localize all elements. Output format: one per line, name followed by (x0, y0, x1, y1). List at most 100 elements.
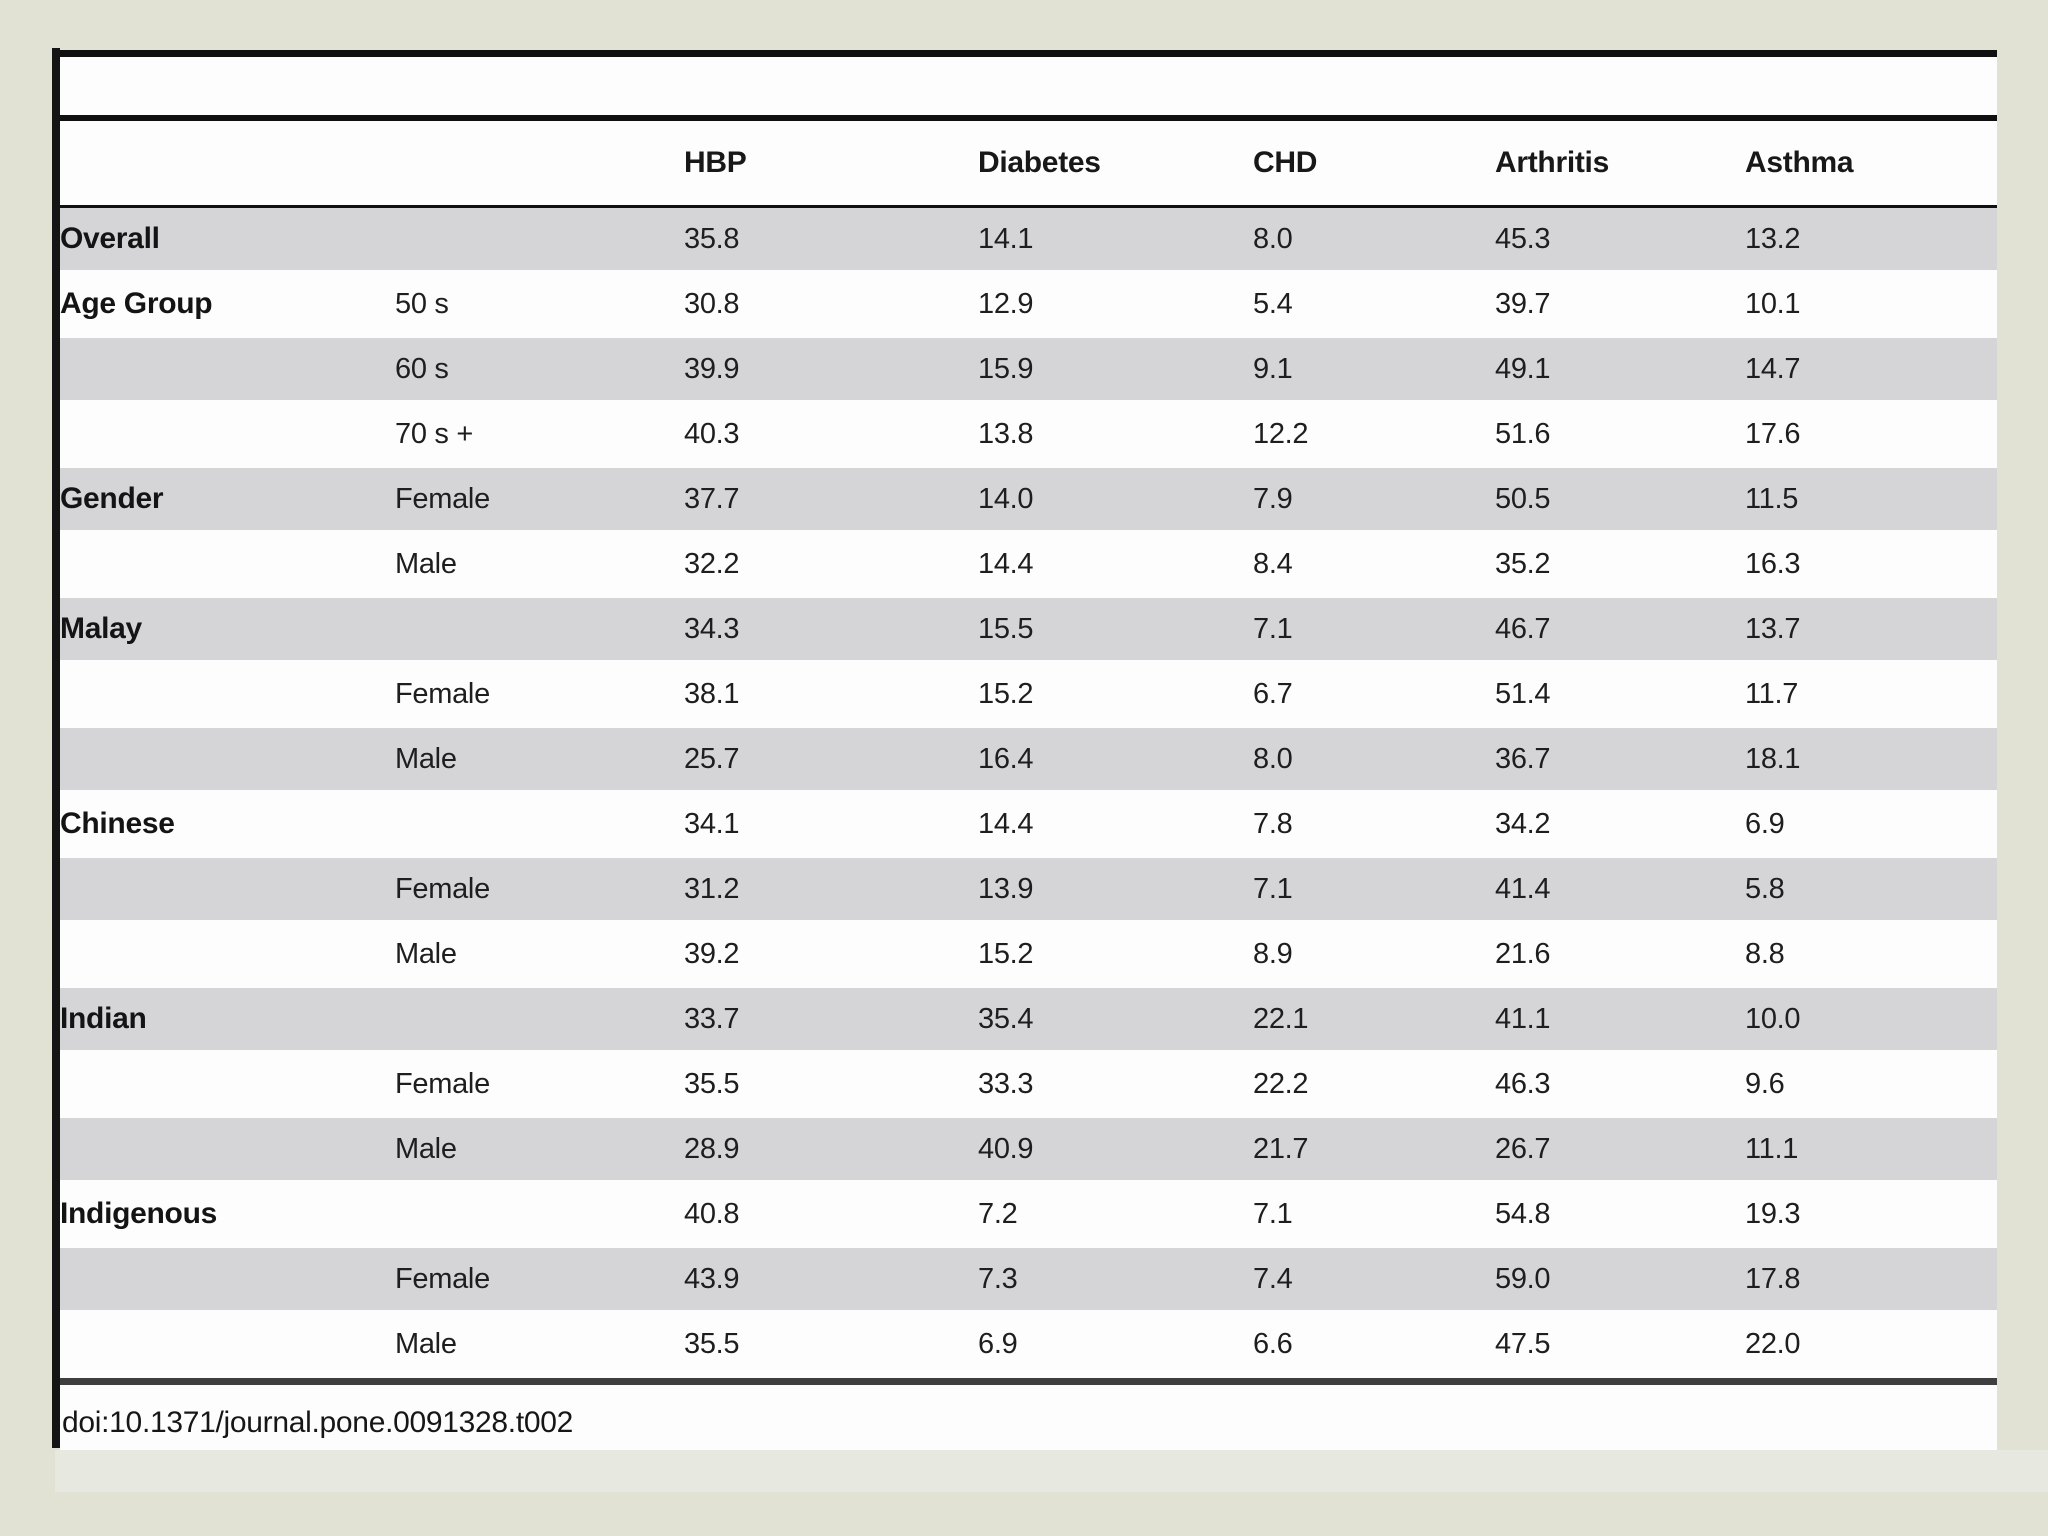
value-cell: 14.1 (978, 205, 1253, 273)
value-cell: 7.1 (1253, 595, 1495, 663)
value-cell: 7.1 (1253, 855, 1495, 923)
table-row: Female 35.5 33.3 22.2 46.3 9.6 (60, 1050, 1997, 1118)
table-row: 60 s 39.9 15.9 9.1 49.1 14.7 (60, 335, 1997, 403)
value-cell: 7.8 (1253, 790, 1495, 858)
subgroup-cell: Male (395, 530, 684, 598)
value-cell: 11.1 (1745, 1115, 1997, 1183)
subgroup-cell (395, 205, 684, 273)
subgroup-cell: Female (395, 1050, 684, 1118)
column-header: Arthritis (1495, 121, 1745, 208)
value-cell: 16.3 (1745, 530, 1997, 598)
value-cell: 15.5 (978, 595, 1253, 663)
value-cell: 17.6 (1745, 400, 1997, 468)
value-cell: 39.7 (1495, 270, 1745, 338)
value-cell: 35.4 (978, 985, 1253, 1053)
value-cell: 16.4 (978, 725, 1253, 793)
value-cell: 51.4 (1495, 660, 1745, 728)
value-cell: 7.4 (1253, 1245, 1495, 1313)
table-top-rule (60, 50, 1997, 57)
table-row: Gender Female 37.7 14.0 7.9 50.5 11.5 (60, 465, 1997, 533)
subgroup-cell: Male (395, 725, 684, 793)
value-cell: 34.2 (1495, 790, 1745, 858)
value-cell: 15.2 (978, 660, 1253, 728)
value-cell: 43.9 (684, 1245, 978, 1313)
column-header-empty (395, 121, 684, 208)
group-cell (60, 335, 395, 403)
table-bottom-rule (60, 1378, 1997, 1385)
value-cell: 19.3 (1745, 1180, 1997, 1248)
table-left-border (52, 48, 60, 1448)
group-cell (60, 1050, 395, 1118)
subgroup-cell: Female (395, 465, 684, 533)
subgroup-cell: Male (395, 1310, 684, 1378)
value-cell: 21.7 (1253, 1115, 1495, 1183)
column-header: CHD (1253, 121, 1495, 208)
value-cell: 59.0 (1495, 1245, 1745, 1313)
value-cell: 9.1 (1253, 335, 1495, 403)
value-cell: 8.0 (1253, 725, 1495, 793)
value-cell: 8.8 (1745, 920, 1997, 988)
value-cell: 13.9 (978, 855, 1253, 923)
group-cell (60, 920, 395, 988)
subgroup-cell (395, 985, 684, 1053)
value-cell: 15.9 (978, 335, 1253, 403)
value-cell: 14.4 (978, 530, 1253, 598)
table-row: Female 43.9 7.3 7.4 59.0 17.8 (60, 1245, 1997, 1313)
table-row: Overall 35.8 14.1 8.0 45.3 13.2 (60, 205, 1997, 273)
table-row: Female 38.1 15.2 6.7 51.4 11.7 (60, 660, 1997, 728)
value-cell: 30.8 (684, 270, 978, 338)
value-cell: 35.2 (1495, 530, 1745, 598)
column-header: HBP (684, 121, 978, 208)
value-cell: 22.0 (1745, 1310, 1997, 1378)
table-row: Age Group 50 s 30.8 12.9 5.4 39.7 10.1 (60, 270, 1997, 338)
group-cell (60, 660, 395, 728)
subgroup-cell: Male (395, 920, 684, 988)
value-cell: 17.8 (1745, 1245, 1997, 1313)
value-cell: 47.5 (1495, 1310, 1745, 1378)
value-cell: 14.7 (1745, 335, 1997, 403)
value-cell: 35.5 (684, 1050, 978, 1118)
value-cell: 22.2 (1253, 1050, 1495, 1118)
value-cell: 31.2 (684, 855, 978, 923)
paper-panel: HBP Diabetes CHD Arthritis Asthma Overall 35.… (60, 50, 1997, 1450)
value-cell: 6.6 (1253, 1310, 1495, 1378)
value-cell: 41.1 (1495, 985, 1745, 1053)
group-cell (60, 855, 395, 923)
bottom-shadow-strip (55, 1450, 2048, 1492)
value-cell: 7.1 (1253, 1180, 1495, 1248)
value-cell: 39.2 (684, 920, 978, 988)
table-row: 70 s +40.3 13.8 12.2 51.6 17.6 (60, 400, 1997, 468)
doi-citation: doi:10.1371/journal.pone.0091328.t002 (62, 1406, 574, 1439)
value-cell: 46.7 (1495, 595, 1745, 663)
value-cell: 13.7 (1745, 595, 1997, 663)
table-row: Male 39.2 15.2 8.9 21.6 8.8 (60, 920, 1997, 988)
value-cell: 32.2 (684, 530, 978, 598)
value-cell: 9.6 (1745, 1050, 1997, 1118)
value-cell: 10.0 (1745, 985, 1997, 1053)
value-cell: 38.1 (684, 660, 978, 728)
table-row: Female 31.2 13.9 7.1 41.4 5.8 (60, 855, 1997, 923)
table-row: Chinese 34.1 14.4 7.8 34.2 6.9 (60, 790, 1997, 858)
value-cell: 49.1 (1495, 335, 1745, 403)
value-cell: 12.9 (978, 270, 1253, 338)
group-cell (60, 1310, 395, 1378)
value-cell: 15.2 (978, 920, 1253, 988)
table-row: Male 28.9 40.9 21.7 26.7 11.1 (60, 1115, 1997, 1183)
group-cell: Indian (60, 985, 395, 1053)
value-cell: 45.3 (1495, 205, 1745, 273)
value-cell: 13.2 (1745, 205, 1997, 273)
value-cell: 33.7 (684, 985, 978, 1053)
value-cell: 7.9 (1253, 465, 1495, 533)
value-cell: 14.4 (978, 790, 1253, 858)
subgroup-cell (395, 595, 684, 663)
value-cell: 11.7 (1745, 660, 1997, 728)
group-cell (60, 1115, 395, 1183)
table-row: Male 32.2 14.4 8.4 35.2 16.3 (60, 530, 1997, 598)
value-cell: 36.7 (1495, 725, 1745, 793)
value-cell: 5.8 (1745, 855, 1997, 923)
value-cell: 8.4 (1253, 530, 1495, 598)
value-cell: 6.9 (1745, 790, 1997, 858)
group-cell: Malay (60, 595, 395, 663)
value-cell: 11.5 (1745, 465, 1997, 533)
